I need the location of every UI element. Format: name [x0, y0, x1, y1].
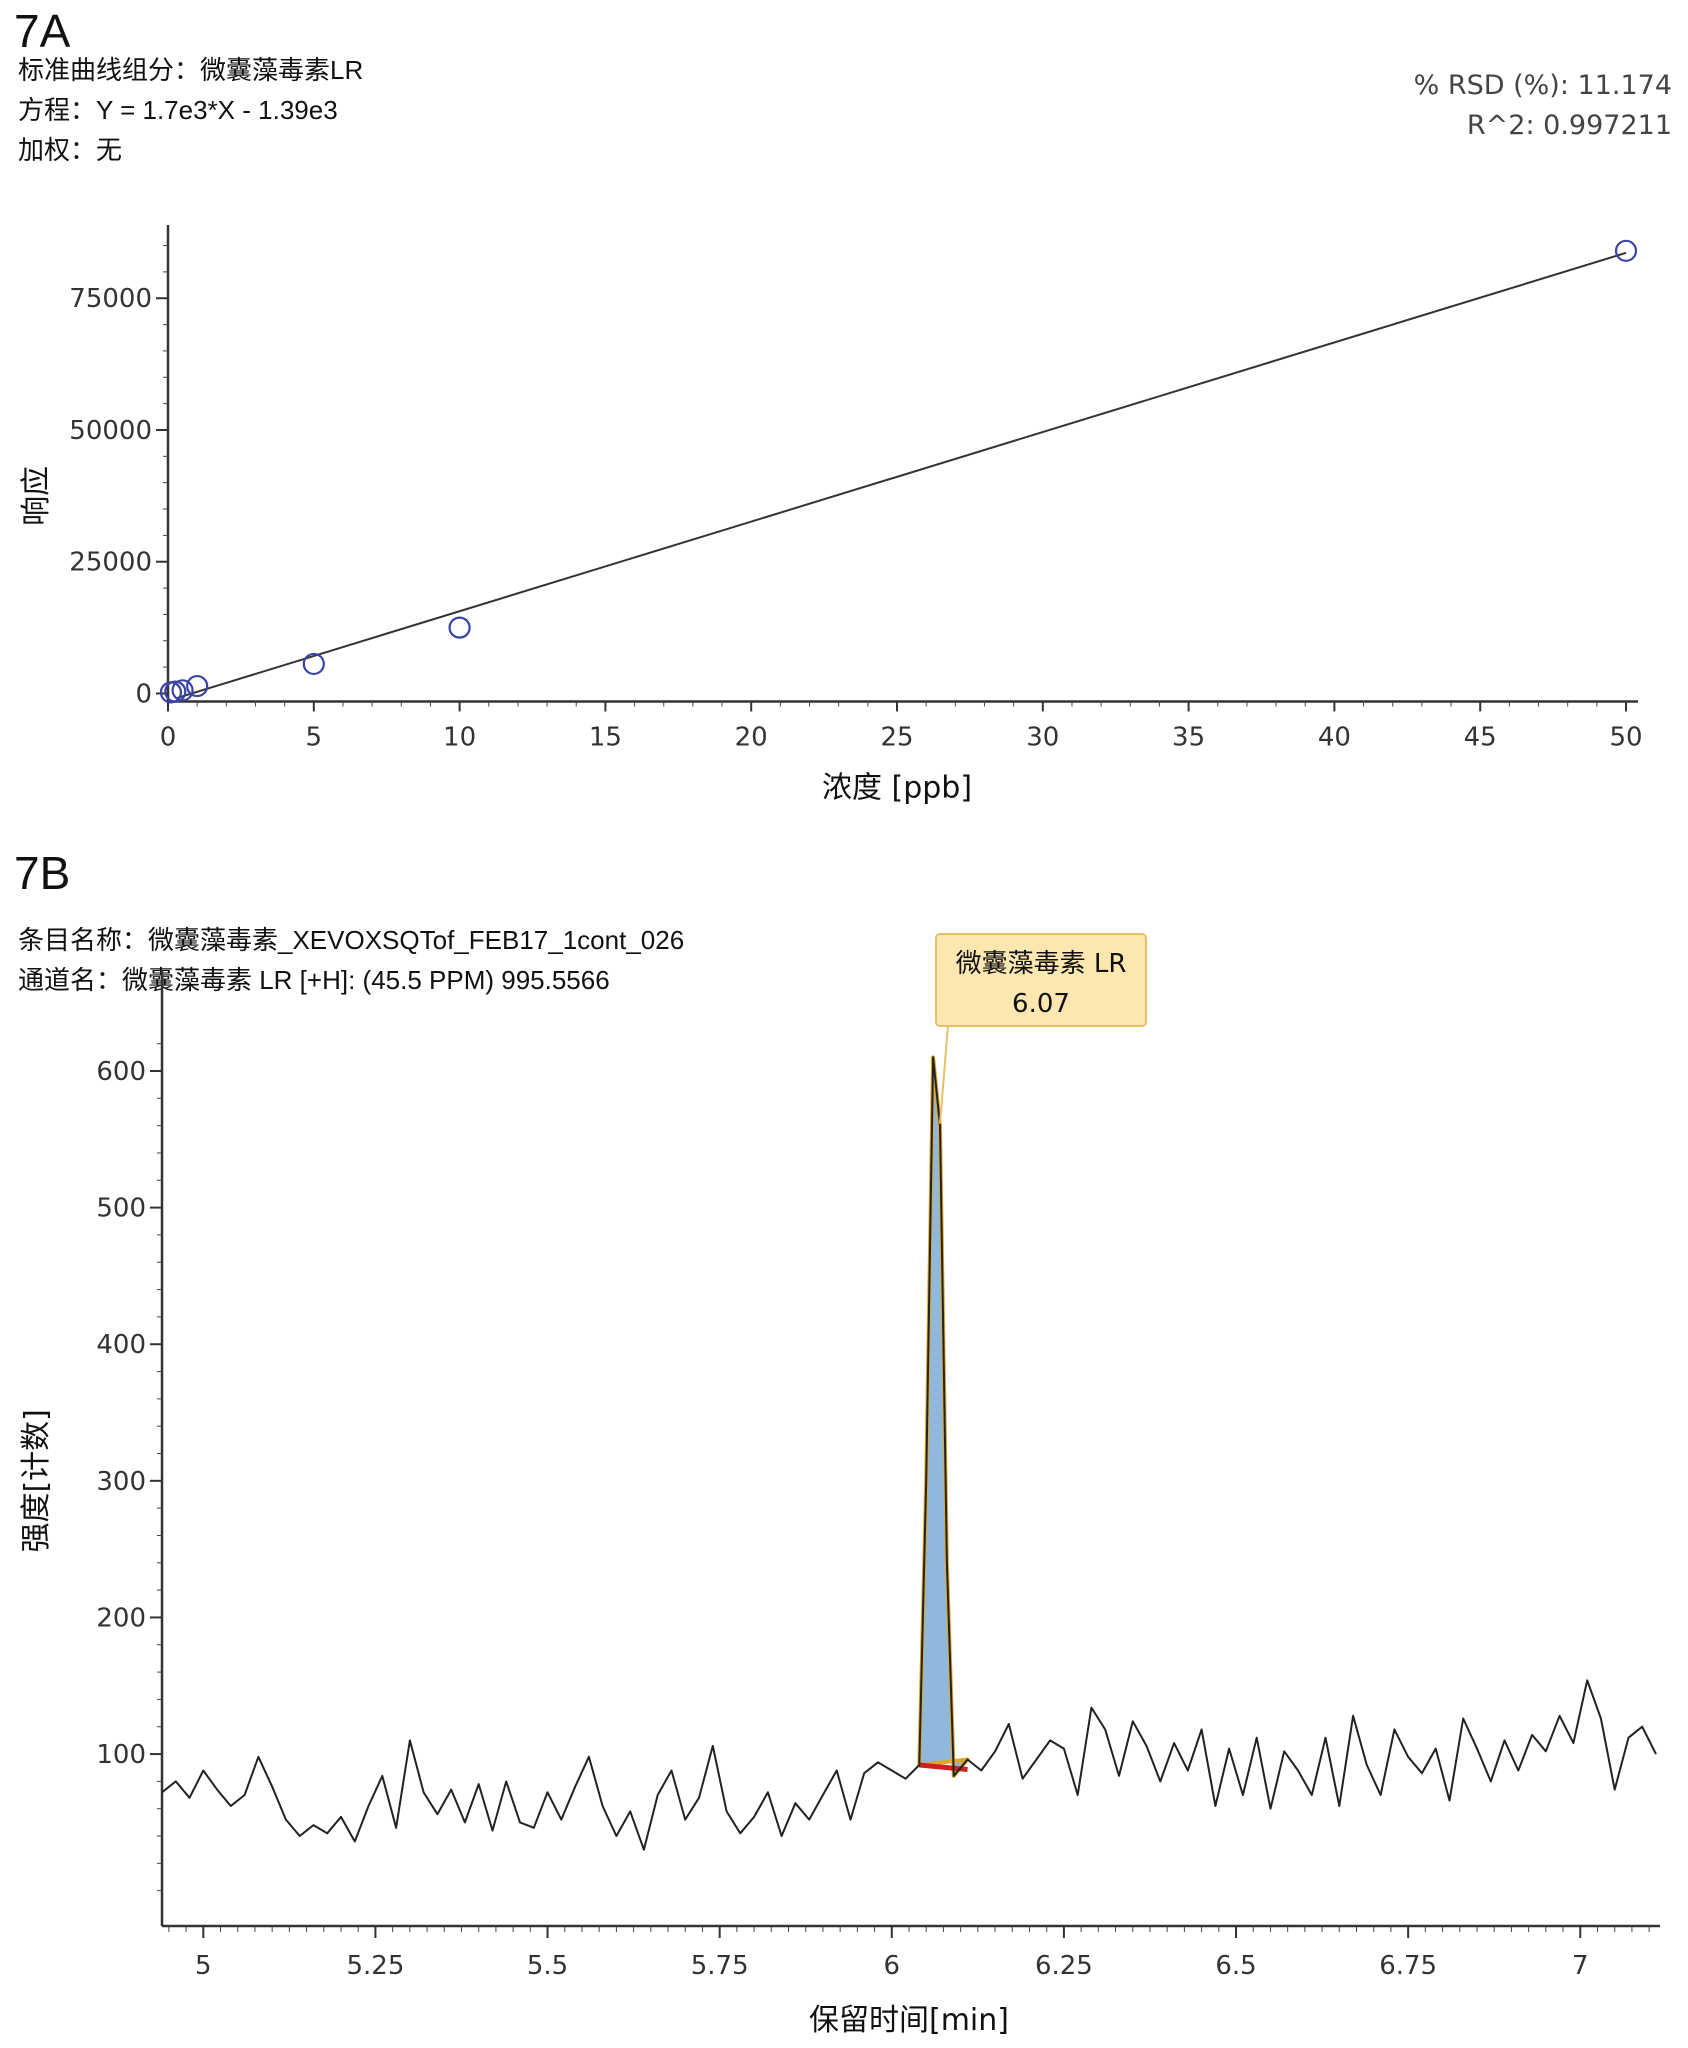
- y-tick-label: 75000: [69, 284, 152, 314]
- x-tick-label: 5.5: [527, 1951, 568, 1981]
- panel-a-label: 7A: [14, 5, 71, 57]
- chromatogram-chart: 5 5.25 5.5 5.75 6 6.25 6.5 6.75 7 100 200 300 400 500…: [19, 933, 1660, 2038]
- y-tick-label: 400: [96, 1330, 146, 1360]
- x-tick-label: 5: [195, 1951, 212, 1981]
- y-tick-label: 600: [96, 1057, 146, 1087]
- y-axis-title: 强度[计数]: [19, 1409, 54, 1552]
- x-tick-label: 7: [1572, 1951, 1589, 1981]
- data-point: [171, 679, 194, 702]
- chromatogram-trace: [161, 1056, 1657, 1851]
- x-tick-label: 5: [306, 722, 323, 752]
- y-tick-label: 300: [96, 1467, 146, 1497]
- x-tick-label: 0: [160, 722, 177, 752]
- x-tick-label: 45: [1464, 722, 1497, 752]
- y-tick-label: 200: [96, 1603, 146, 1633]
- x-tick-label: 50: [1609, 722, 1642, 752]
- trace-line: [161, 1056, 1657, 1851]
- peak-annotation-pointer: [938, 1025, 949, 1124]
- peak-annotation-box: [934, 933, 1147, 1027]
- y-tick-label: 50000: [69, 416, 152, 446]
- x-tick-label: 5.75: [691, 1951, 749, 1981]
- r-squared-value: R^2: 0.997211: [1466, 110, 1672, 141]
- data-point: [186, 674, 209, 698]
- x-tick-label: 10: [443, 722, 476, 752]
- x-axis-title: 浓度 [ppb]: [822, 770, 972, 805]
- x-tick-label: 35: [1172, 722, 1205, 752]
- peak-annotation-name: 微囊藻毒素 LR: [956, 949, 1127, 979]
- x-tick-label: 25: [880, 722, 913, 752]
- x-tick-label: 30: [1026, 722, 1059, 752]
- channel-name: 通道名：微囊藻毒素 LR [+H]: (45.5 PPM) 995.5566: [18, 965, 610, 995]
- x-axis-title: 保留时间[min]: [809, 2003, 1009, 2038]
- y-tick-label: 0: [135, 679, 152, 709]
- calibration-weighting: 加权：无: [18, 135, 123, 165]
- y-tick-label: 25000: [69, 548, 152, 578]
- peak-annotation: 微囊藻毒素 LR 6.07: [934, 933, 1147, 1124]
- x-tick-label: 6.75: [1379, 1951, 1437, 1981]
- x-tick-label: 20: [735, 722, 768, 752]
- calibration-points: [159, 239, 1638, 704]
- x-tick-label: 15: [589, 722, 622, 752]
- x-tick-label: 6: [884, 1951, 901, 1981]
- x-tick-label: 6.25: [1035, 1951, 1093, 1981]
- data-point: [164, 680, 187, 703]
- calibration-axes: 0 5 10 15 20 25 30 35 40 45 50 0 25000 50000 75000: [69, 225, 1643, 752]
- y-tick-label: 500: [96, 1194, 146, 1224]
- y-axis-title: 响应: [19, 466, 54, 526]
- panel-a-info: 标准曲线组分：微囊藻毒素LR 方程：Y = 1.7e3*X - 1.39e3 加…: [18, 50, 363, 170]
- y-tick-label: 100: [96, 1740, 146, 1770]
- panel-b-info: 条目名称：微囊藻毒素_XEVOXSQTof_FEB17_1cont_026 通道…: [18, 920, 684, 1000]
- panel-b-label: 7B: [14, 847, 71, 899]
- calibration-equation: 方程：Y = 1.7e3*X - 1.39e3: [18, 95, 338, 125]
- x-tick-label: 5.25: [346, 1951, 404, 1981]
- entry-name: 条目名称：微囊藻毒素_XEVOXSQTof_FEB17_1cont_026: [18, 925, 685, 955]
- fit-line: [176, 251, 1627, 700]
- fit-statistics: % RSD (%): 11.174 R^2: 0.997211: [1414, 66, 1672, 146]
- x-tick-label: 6.5: [1215, 1951, 1256, 1981]
- calibration-curve-chart: 0 5 10 15 20 25 30 35 40 45 50 0 25000 50000 75000 浓度 …: [19, 225, 1643, 805]
- x-tick-label: 40: [1318, 722, 1351, 752]
- data-point: [1614, 239, 1638, 262]
- calibration-fit-line: [176, 251, 1627, 700]
- chromatogram-axes: 5 5.25 5.5 5.75 6 6.25 6.5 6.75 7 100 200 300 400 500…: [96, 970, 1660, 1981]
- data-point: [302, 652, 325, 676]
- calibration-component: 标准曲线组分：微囊藻毒素LR: [18, 55, 364, 85]
- peak-annotation-rt: 6.07: [1012, 989, 1070, 1019]
- rsd-value: % RSD (%): 11.174: [1413, 70, 1672, 101]
- data-point: [448, 616, 471, 639]
